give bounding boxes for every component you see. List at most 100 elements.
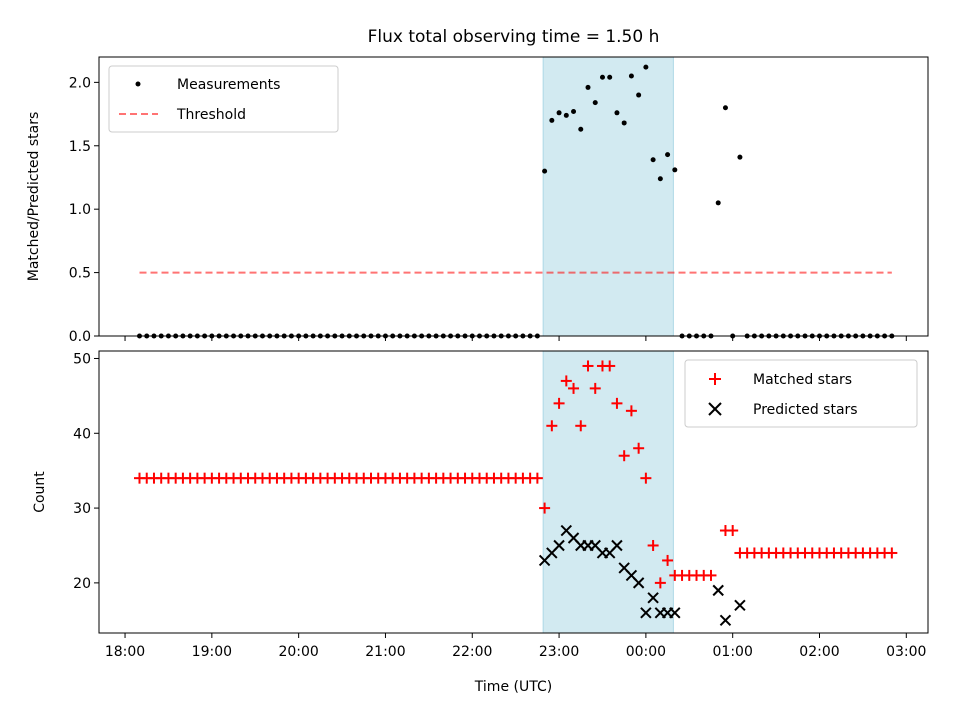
matched-star-point bbox=[654, 577, 666, 589]
measurement-point bbox=[643, 64, 649, 70]
matched-star-point bbox=[611, 397, 623, 409]
matched-star-point bbox=[727, 525, 739, 537]
matched-star-point bbox=[531, 472, 543, 484]
observing-window-shade bbox=[542, 56, 674, 337]
x-tick-label: 20:00 bbox=[278, 644, 318, 660]
measurement-point bbox=[585, 84, 591, 90]
x-axis-label: Time (UTC) bbox=[474, 679, 552, 695]
legend-measurements-marker bbox=[135, 81, 141, 87]
predicted-star-point bbox=[669, 607, 681, 619]
measurement-point bbox=[614, 110, 620, 116]
predicted-star-point bbox=[734, 599, 746, 612]
legend-predicted-marker bbox=[708, 402, 722, 416]
measurement-point bbox=[542, 168, 548, 174]
bottom-axes-frame bbox=[98, 350, 929, 634]
matched-star-point bbox=[886, 547, 898, 559]
x-tick-label: 23:00 bbox=[539, 644, 579, 660]
predicted-star-point bbox=[553, 539, 565, 552]
measurement-point bbox=[578, 126, 584, 132]
matched-star-point bbox=[568, 382, 580, 394]
predicted-star-point bbox=[611, 539, 623, 552]
y-tick-label: 30 bbox=[73, 501, 91, 517]
matched-star-point bbox=[589, 382, 601, 394]
matched-star-point bbox=[539, 502, 551, 514]
y-tick-label: 50 bbox=[73, 351, 91, 367]
measurement-point bbox=[607, 74, 613, 80]
measurement-point bbox=[636, 92, 642, 98]
predicted-star-mark-b bbox=[719, 614, 732, 626]
legend-matched-marker bbox=[709, 373, 721, 385]
measurement-point bbox=[563, 112, 569, 118]
predicted-star-point bbox=[647, 592, 659, 604]
matched-star-point bbox=[546, 420, 558, 432]
predicted-star-mark-b bbox=[640, 607, 652, 619]
predicted-star-mark-b bbox=[734, 599, 746, 612]
legend-threshold-label: Threshold bbox=[176, 107, 246, 123]
legend-matched-label: Matched stars bbox=[753, 372, 852, 388]
measurement-point bbox=[549, 117, 555, 123]
observing-window-shade bbox=[542, 350, 674, 634]
matched-star-point bbox=[618, 450, 630, 462]
y-tick-label: 1.0 bbox=[69, 202, 91, 218]
matched-star-point bbox=[553, 397, 565, 409]
matched-star-point bbox=[705, 569, 717, 581]
predicted-star-point bbox=[719, 614, 732, 626]
predicted-star-mark-b bbox=[560, 524, 573, 537]
legend-predicted-label: Predicted stars bbox=[753, 402, 858, 418]
matched-star-point bbox=[625, 405, 637, 417]
measurement-point bbox=[592, 100, 598, 106]
predicted-star-mark-b bbox=[625, 569, 638, 582]
predicted-star-mark-b bbox=[611, 539, 623, 552]
y-tick-label: 2.0 bbox=[69, 75, 91, 91]
predicted-star-mark-b bbox=[632, 577, 645, 589]
measurement-point bbox=[556, 110, 562, 116]
predicted-star-mark-b bbox=[712, 584, 724, 597]
measurement-point bbox=[599, 74, 605, 80]
matched-star-point bbox=[604, 360, 616, 372]
top-legend-box bbox=[108, 65, 339, 133]
matched-star-point bbox=[582, 360, 594, 372]
predicted-star-point bbox=[712, 584, 724, 597]
y-tick-label: 0.5 bbox=[69, 266, 91, 282]
matched-star-point bbox=[640, 472, 652, 484]
x-tick-label: 19:00 bbox=[192, 644, 232, 660]
predicted-star-mark-b bbox=[553, 539, 565, 552]
measurement-point bbox=[621, 120, 627, 126]
matched-star-point bbox=[662, 554, 674, 566]
top-panel: 0.0 0.5 1.0 1.5 2.0 Flux total observing tim… bbox=[26, 27, 929, 345]
predicted-star-point bbox=[640, 607, 652, 619]
measurement-point bbox=[628, 73, 634, 79]
measurement-point bbox=[722, 105, 728, 111]
bottom-y-axis-label: Count bbox=[32, 471, 48, 513]
predicted-star-mark-b bbox=[618, 562, 630, 574]
y-tick-label: 20 bbox=[73, 576, 91, 592]
top-y-axis-label: Matched/Predicted stars bbox=[26, 112, 42, 282]
bottom-panel: 20 30 40 50 18:00 19:00 20:00 21:00 22:00 23:00 0… bbox=[32, 350, 929, 695]
top-legend: Measurements Threshold bbox=[108, 65, 339, 133]
x-tick-label: 22:00 bbox=[452, 644, 492, 660]
x-tick-label: 02:00 bbox=[799, 644, 839, 660]
predicted-star-mark-b bbox=[589, 539, 601, 552]
y-tick-label: 0.0 bbox=[69, 329, 91, 345]
matched-star-point bbox=[647, 539, 659, 551]
predicted-star-mark-b bbox=[669, 607, 681, 619]
legend-measurements-label: Measurements bbox=[177, 77, 280, 93]
measurement-point bbox=[571, 109, 577, 115]
y-tick-label: 1.5 bbox=[69, 139, 91, 155]
bottom-legend-box bbox=[684, 359, 918, 428]
chart-title: Flux total observing time = 1.50 h bbox=[368, 27, 660, 47]
x-tick-label: 00:00 bbox=[626, 644, 666, 660]
top-axes-frame bbox=[98, 56, 929, 337]
y-tick-label: 40 bbox=[73, 426, 91, 442]
matched-star-point bbox=[560, 375, 572, 387]
predicted-star-point bbox=[632, 577, 645, 589]
matched-star-point bbox=[575, 420, 587, 432]
measurement-point bbox=[650, 157, 656, 163]
predicted-star-mark-b bbox=[567, 532, 580, 544]
measurement-point bbox=[737, 154, 743, 160]
measurement-point bbox=[657, 176, 663, 182]
matched-star-point bbox=[633, 442, 645, 454]
measurement-point bbox=[665, 152, 671, 158]
measurement-point bbox=[672, 167, 678, 173]
